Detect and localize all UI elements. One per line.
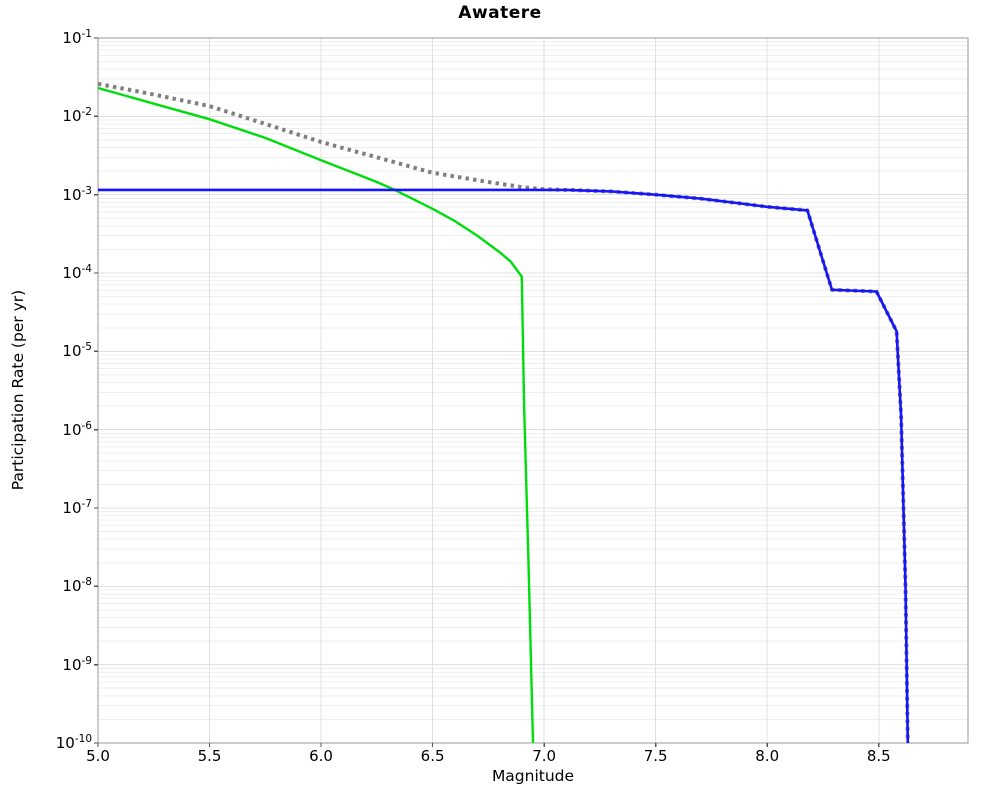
x-tick-label: 6.0 xyxy=(309,747,333,765)
y-axis-title: Participation Rate (per yr) xyxy=(9,289,27,491)
gray-dotted-curve xyxy=(97,81,910,744)
y-tick-label: 10-5 xyxy=(62,341,92,361)
x-tick-label: 7.5 xyxy=(643,747,668,765)
y-tick-label: 10-10 xyxy=(55,733,92,752)
green-solid-curve xyxy=(97,86,535,744)
y-tick-label: 10-8 xyxy=(62,576,92,596)
x-axis-title: Magnitude xyxy=(491,767,575,785)
x-tick-label: 7.0 xyxy=(532,747,557,765)
y-tick-label: 10-1 xyxy=(62,28,92,47)
blue-solid-curve xyxy=(98,188,910,744)
y-tick-label: 10-4 xyxy=(62,263,92,282)
y-tick-label: 10-9 xyxy=(62,654,92,674)
y-tick-label: 10-2 xyxy=(62,106,92,126)
chart-title: Awatere xyxy=(458,3,542,23)
x-tick-label: 6.5 xyxy=(420,747,445,765)
x-tick-label: 5.5 xyxy=(197,747,222,765)
x-tick-label: 5.0 xyxy=(86,747,110,765)
y-tick-label: 10-3 xyxy=(62,184,92,204)
x-tick-label: 8.0 xyxy=(755,747,780,765)
y-tick-label: 10-6 xyxy=(62,419,92,439)
x-tick-label: 8.5 xyxy=(866,747,891,765)
y-tick-label: 10-7 xyxy=(62,498,92,517)
